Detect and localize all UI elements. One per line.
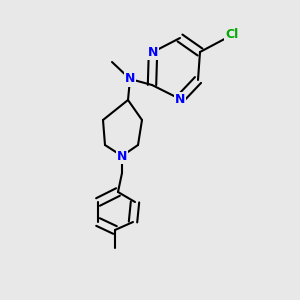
Text: N: N	[125, 73, 135, 85]
Text: N: N	[148, 46, 158, 59]
Text: N: N	[117, 149, 127, 163]
Text: Cl: Cl	[225, 28, 239, 41]
Text: N: N	[175, 92, 185, 106]
